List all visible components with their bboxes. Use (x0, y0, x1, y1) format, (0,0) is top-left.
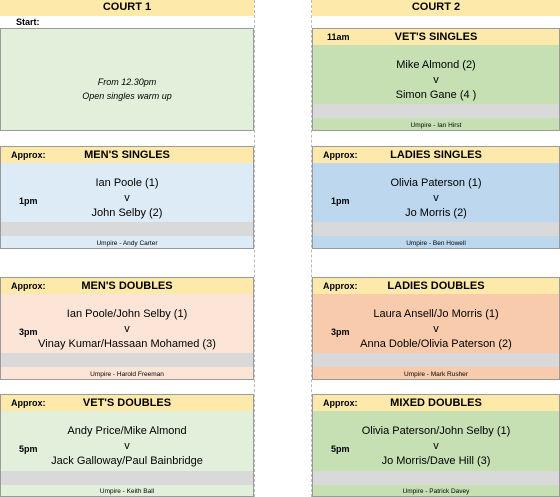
band: Approx: LADIES SINGLES (313, 147, 559, 163)
player2: Jo Morris/Dave Hill (3) (381, 455, 491, 467)
vs: v (433, 74, 439, 86)
vs: v (124, 192, 130, 204)
match-title: LADIES DOUBLES (387, 280, 485, 292)
player1: Laura Ansell/Jo Morris (1) (373, 308, 499, 320)
match-time: 3pm (331, 327, 350, 337)
match-title: VET'S SINGLES (394, 31, 478, 43)
player1: Andy Price/Mike Almond (67, 425, 187, 437)
match-mens-doubles: Approx: MEN'S DOUBLES 3pm Ian Poole/John… (0, 277, 254, 380)
match-ladies-doubles: Approx: LADIES DOUBLES 3pm Laura Ansell/… (312, 277, 560, 380)
approx-label: Approx: (11, 398, 46, 408)
spacer-row (1, 222, 253, 236)
spacer-row (313, 353, 559, 367)
player2: Jack Galloway/Paul Bainbridge (51, 455, 203, 467)
player2: John Selby (2) (91, 207, 163, 219)
start-label: Start: (16, 17, 40, 27)
spacer-row (313, 104, 559, 118)
vs: v (433, 192, 439, 204)
match-vets-doubles: Approx: VET'S DOUBLES 5pm Andy Price/Mik… (0, 394, 254, 497)
approx-label: Approx: (11, 281, 46, 291)
umpire: Umpire - Harold Freeman (90, 371, 164, 378)
player1: Olivia Paterson/John Selby (1) (361, 425, 511, 437)
warmup-line1: From 12.30pm (97, 77, 157, 87)
player2: Jo Morris (2) (405, 207, 467, 219)
band: Approx: MEN'S DOUBLES (1, 278, 253, 294)
match-title: MEN'S SINGLES (84, 149, 170, 161)
band: Approx: MEN'S SINGLES (1, 147, 253, 163)
approx-label: Approx: (323, 398, 358, 408)
umpire: Umpire - Mark Rusher (404, 371, 468, 378)
player1: Ian Poole/John Selby (1) (66, 308, 188, 320)
court1-header: COURT 1 (0, 0, 254, 16)
band: Approx: VET'S DOUBLES (1, 395, 253, 411)
band: Approx: LADIES DOUBLES (313, 278, 559, 294)
match-title: LADIES SINGLES (390, 149, 482, 161)
match-time: 3pm (19, 327, 38, 337)
spacer-row (1, 471, 253, 485)
match-ladies-singles: Approx: LADIES SINGLES 1pm Olivia Paters… (312, 146, 560, 249)
match-mens-singles: Approx: MEN'S SINGLES 1pm Ian Poole (1) … (0, 146, 254, 249)
umpire: Umpire - Keith Ball (99, 488, 155, 495)
vs: v (124, 323, 130, 335)
match-mixed-doubles: Approx: MIXED DOUBLES 5pm Olivia Paterso… (312, 394, 560, 497)
match-vets-singles: 11am VET'S SINGLES Mike Almond (2) v Sim… (312, 28, 560, 131)
column-divider-right (311, 0, 312, 497)
vs: v (433, 323, 439, 335)
match-title: MIXED DOUBLES (390, 397, 482, 409)
court2-header: COURT 2 (312, 0, 560, 16)
approx-label: Approx: (11, 150, 46, 160)
approx-label: Approx: (323, 281, 358, 291)
match-time: 11am (327, 32, 350, 42)
column-divider-left (254, 0, 255, 497)
vets-singles-band: 11am VET'S SINGLES (313, 29, 559, 45)
player2: Anna Doble/Olivia Paterson (2) (360, 338, 512, 350)
warmup-block: From 12.30pm Open singles warm up (0, 28, 254, 131)
player1: Ian Poole (1) (95, 177, 159, 189)
match-time: 1pm (19, 196, 38, 206)
player1: Mike Almond (2) (396, 59, 476, 71)
player2: Simon Gane (4 ) (395, 89, 477, 101)
umpire: Umpire - Ian Hirst (410, 122, 462, 129)
match-time: 5pm (19, 444, 38, 454)
approx-label: Approx: (323, 150, 358, 160)
player1: Olivia Paterson (1) (390, 177, 482, 189)
match-title: VET'S DOUBLES (82, 397, 172, 409)
spacer-row (1, 353, 253, 367)
spacer-row (313, 471, 559, 485)
vs: v (124, 440, 130, 452)
player2: Vinay Kumar/Hassaan Mohamed (3) (38, 338, 216, 350)
match-title: MEN'S DOUBLES (81, 280, 173, 292)
umpire: Umpire - Ben Howell (406, 240, 466, 247)
umpire: Umpire - Patrick Davey (402, 488, 470, 495)
match-time: 5pm (331, 444, 350, 454)
spacer-row (313, 222, 559, 236)
umpire: Umpire - Andy Carter (96, 240, 158, 247)
match-time: 1pm (331, 196, 350, 206)
vs: v (433, 440, 439, 452)
warmup-line2: Open singles warm up (82, 91, 172, 101)
band: Approx: MIXED DOUBLES (313, 395, 559, 411)
